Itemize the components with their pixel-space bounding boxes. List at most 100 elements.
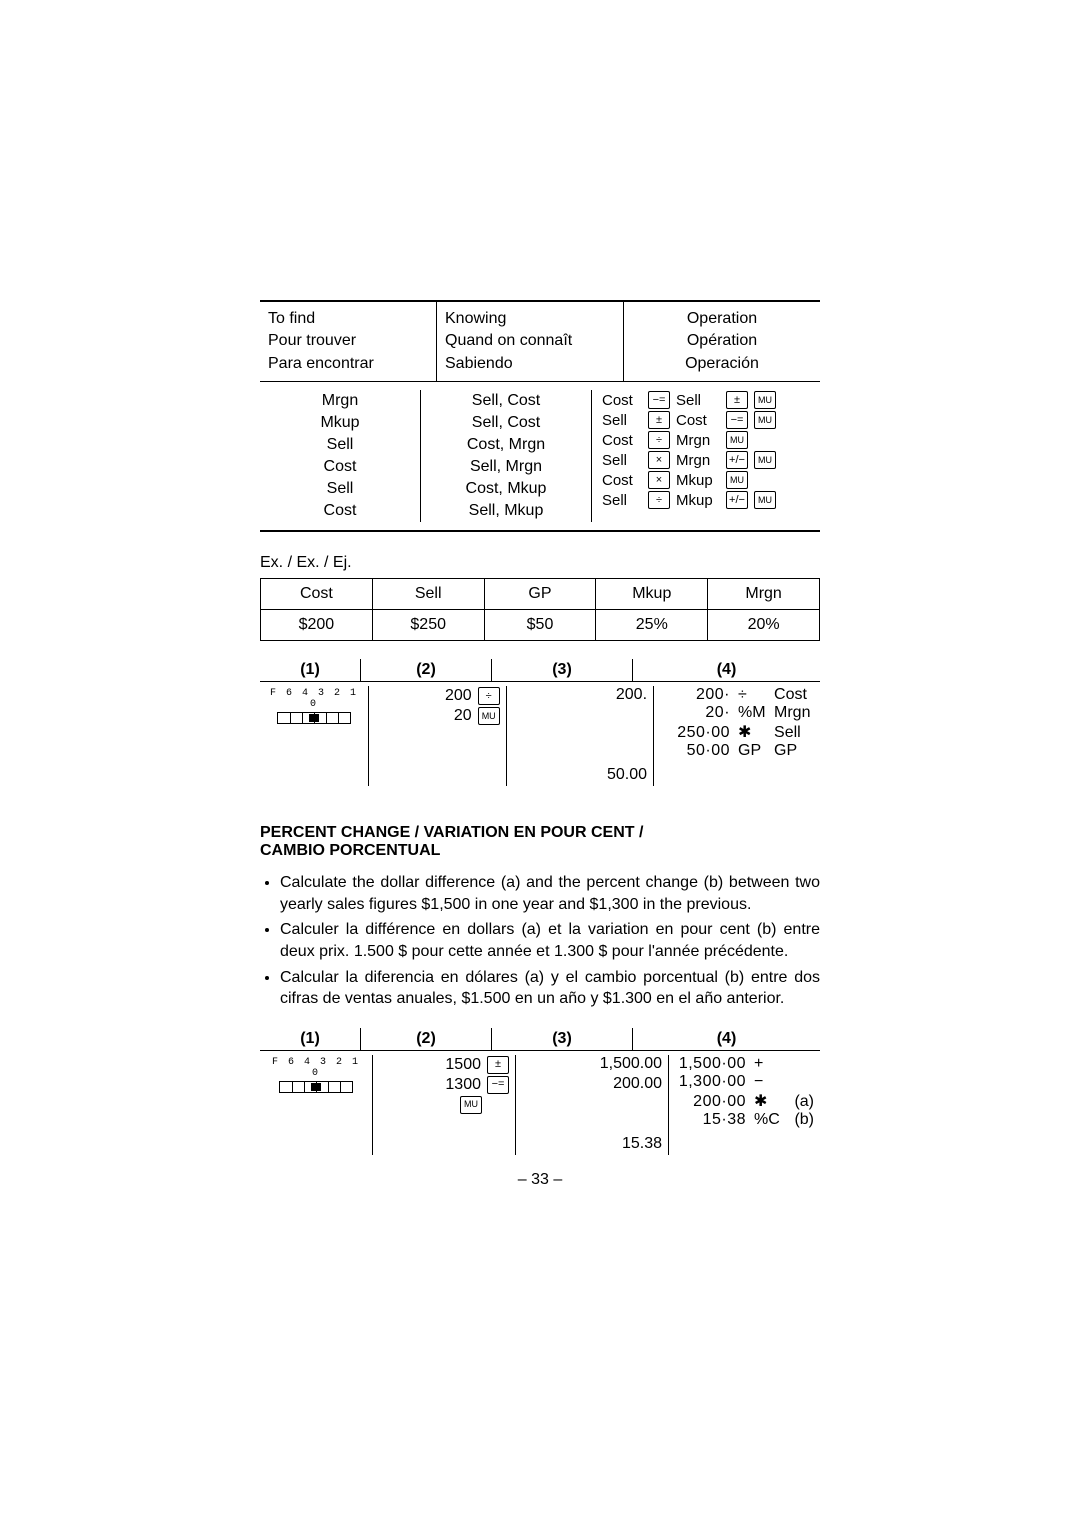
display-value [522, 1115, 662, 1135]
tape-row: 200·÷Cost [660, 686, 814, 704]
tape-symbol: ✱ [738, 722, 766, 742]
tape-annot: (b) [790, 1111, 814, 1129]
switch-label: F 6 4 3 2 1 0 [266, 688, 362, 710]
tape-label: GP [774, 742, 814, 760]
tape-value: 50·00 [660, 742, 730, 760]
op-b: Mrgn [676, 452, 720, 469]
decimal-switch-2: F 6 4 3 2 1 0 [266, 1057, 366, 1093]
tape-symbol: GP [738, 742, 766, 760]
tape-annot: (a) [790, 1093, 814, 1111]
display-value: 200.00 [522, 1075, 662, 1095]
tape-value: 1,500·00 [676, 1055, 746, 1073]
tape-symbol: ✱ [754, 1091, 782, 1111]
key-icon: ÷ [478, 687, 500, 705]
steps2-head-2: (2) [361, 1028, 492, 1050]
steps2-head-4: (4) [633, 1028, 820, 1050]
lookup-find: Sell [260, 434, 420, 456]
tape-value: 200· [660, 686, 730, 704]
tape-label: Sell [774, 724, 814, 742]
steps1-head-3: (3) [492, 659, 633, 681]
key-icon: ÷ [648, 491, 670, 509]
tape-symbol: %M [738, 704, 766, 722]
op-a: Sell [602, 412, 642, 429]
section-title-line1: PERCENT CHANGE / VARIATION EN POUR CENT … [260, 824, 820, 842]
page-number: – 33 – [260, 1171, 820, 1189]
op-a: Cost [602, 432, 642, 449]
lookup-operation: Sell ÷ Mkup +/− MU [592, 490, 820, 510]
tape-value: 1,300·00 [676, 1073, 746, 1091]
tape-row: 1,500·00 + [675, 1055, 814, 1073]
steps1-head-1: (1) [260, 659, 361, 681]
example-col: Mrgn20% [708, 579, 819, 640]
tape-symbol: %C [754, 1111, 782, 1129]
tape-row: 1,300·00− [675, 1073, 814, 1091]
entry-row: 1500± [379, 1055, 509, 1075]
example-col-head: Mkup [596, 579, 707, 610]
bullet-list: Calculate the dollar difference (a) and … [260, 872, 820, 1010]
key-icon: MU [460, 1096, 482, 1114]
lookup-know: Sell, Cost [421, 390, 591, 412]
op-a: Cost [602, 392, 642, 409]
example-col-val: $200 [261, 610, 372, 640]
example-col-head: GP [485, 579, 596, 610]
key-icon: MU [726, 471, 748, 489]
op-a: Sell [602, 492, 642, 509]
op-a: Cost [602, 472, 642, 489]
display-value [522, 1095, 662, 1115]
op-b: Mrgn [676, 432, 720, 449]
example-col-head: Mrgn [708, 579, 819, 610]
key-mu-icon: MU [754, 491, 776, 509]
key-icon: +/− [726, 451, 748, 469]
key-icon: −= [487, 1076, 509, 1094]
lookup-header-col2: Knowing Quand on connaît Sabiendo [437, 302, 624, 381]
lookup-find: Cost [260, 500, 420, 522]
op-b: Mkup [676, 492, 720, 509]
example-col: Mkup25% [596, 579, 708, 640]
tape-row: 250·00✱Sell [660, 722, 814, 742]
key-icon: × [648, 451, 670, 469]
lookup-header-col1: To find Pour trouver Para encontrar [260, 302, 437, 381]
lookup-operation: Cost−=Sell±MU [592, 390, 820, 410]
steps2-head-1: (1) [260, 1028, 361, 1050]
key-mu-icon: MU [754, 411, 776, 429]
steps-table-2: (1) (2) (3) (4) F 6 4 3 2 1 0 [260, 1028, 820, 1155]
display-value [513, 706, 647, 726]
lookup-operation: Cost×MkupMU [592, 470, 820, 490]
display-value [513, 746, 647, 766]
lookup-find: Mrgn [260, 390, 420, 412]
tape-row: 15·38 %C (b) [675, 1111, 814, 1129]
entry-num: 200 [424, 687, 472, 705]
example-col-val: $50 [485, 610, 596, 640]
tape-value: 200·00 [676, 1093, 746, 1111]
key-icon: +/− [726, 491, 748, 509]
entry-row: 200 ÷ [375, 686, 500, 706]
tape-symbol: + [754, 1055, 782, 1073]
lookup-know: Sell, Cost [421, 412, 591, 434]
tape-value: 15·38 [676, 1111, 746, 1129]
key-icon: MU [478, 707, 500, 725]
key-icon: × [648, 471, 670, 489]
lookup-find: Sell [260, 478, 420, 500]
example-col: Cost$200 [261, 579, 373, 640]
tape-row: 20·%MMrgn [660, 704, 814, 722]
example-col-val: 20% [708, 610, 819, 640]
key-icon: ÷ [648, 431, 670, 449]
lookup-header-col3: Operation Opération Operación [624, 302, 820, 381]
entry-row: 1300−= [379, 1075, 509, 1095]
display-value: 15.38 [522, 1135, 662, 1155]
lookup-know: Sell, Mkup [421, 500, 591, 522]
lookup-know: Cost, Mkup [421, 478, 591, 500]
example-col-head: Sell [373, 579, 484, 610]
lookup-operation: Sell×Mrgn+/−MU [592, 450, 820, 470]
key-icon: ± [726, 391, 748, 409]
example-table: Cost$200Sell$250GP$50Mkup25%Mrgn20% [260, 578, 820, 641]
steps2-head-3: (3) [492, 1028, 633, 1050]
lookup-know: Sell, Mrgn [421, 456, 591, 478]
lookup-operation: Sell±Cost−=MU [592, 410, 820, 430]
steps1-head-2: (2) [361, 659, 492, 681]
display-value: 50.00 [513, 766, 647, 786]
key-mu-icon: MU [754, 451, 776, 469]
entry-num: 20 [424, 707, 472, 725]
example-col-val: 25% [596, 610, 707, 640]
lookup-know: Cost, Mrgn [421, 434, 591, 456]
